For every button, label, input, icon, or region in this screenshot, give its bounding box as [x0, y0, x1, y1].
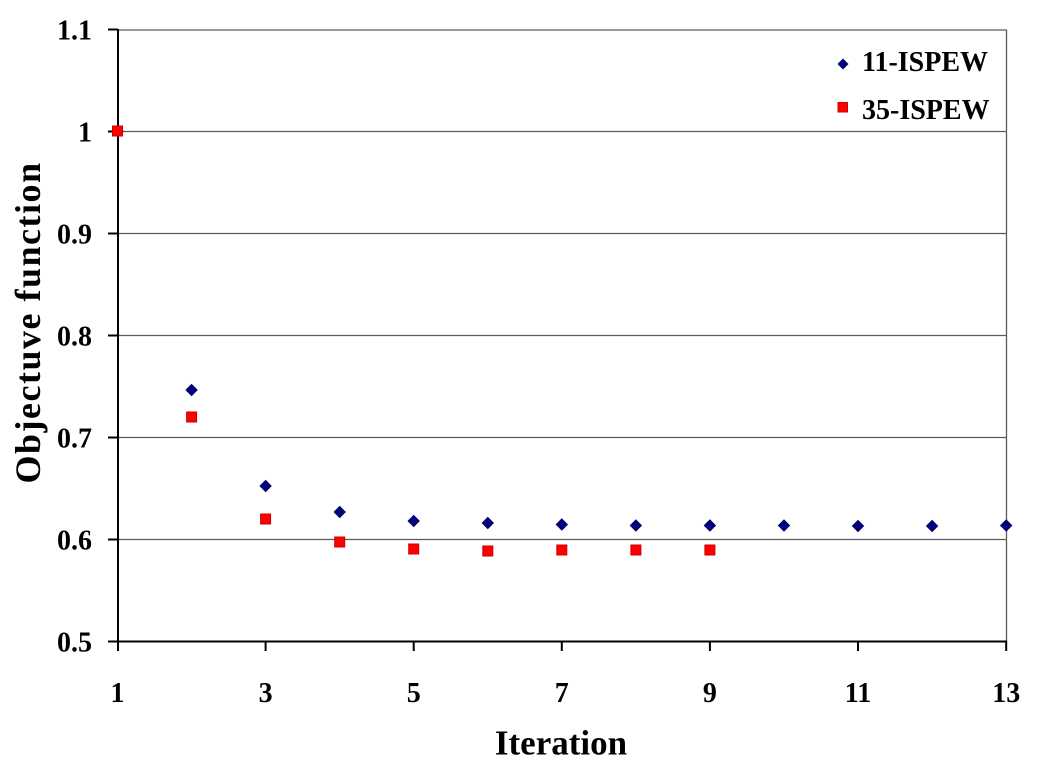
svg-text:3: 3	[259, 678, 273, 709]
svg-text:11: 11	[845, 678, 871, 709]
svg-text:13: 13	[992, 678, 1020, 709]
svg-text:1.1: 1.1	[57, 16, 92, 47]
svg-text:11-ISPEW: 11-ISPEW	[862, 47, 988, 78]
svg-text:0.6: 0.6	[57, 526, 92, 557]
svg-text:Objectuve function: Objectuve function	[8, 162, 48, 484]
svg-text:0.7: 0.7	[57, 424, 92, 455]
svg-text:5: 5	[407, 678, 421, 709]
svg-text:9: 9	[703, 678, 717, 709]
svg-text:1: 1	[111, 678, 125, 709]
svg-text:1: 1	[78, 118, 92, 149]
svg-text:0.5: 0.5	[57, 628, 92, 659]
svg-text:35-ISPEW: 35-ISPEW	[862, 95, 990, 126]
svg-text:0.9: 0.9	[57, 220, 92, 251]
svg-text:7: 7	[555, 678, 569, 709]
svg-text:Iteration: Iteration	[495, 724, 627, 763]
svg-text:0.8: 0.8	[57, 322, 92, 353]
